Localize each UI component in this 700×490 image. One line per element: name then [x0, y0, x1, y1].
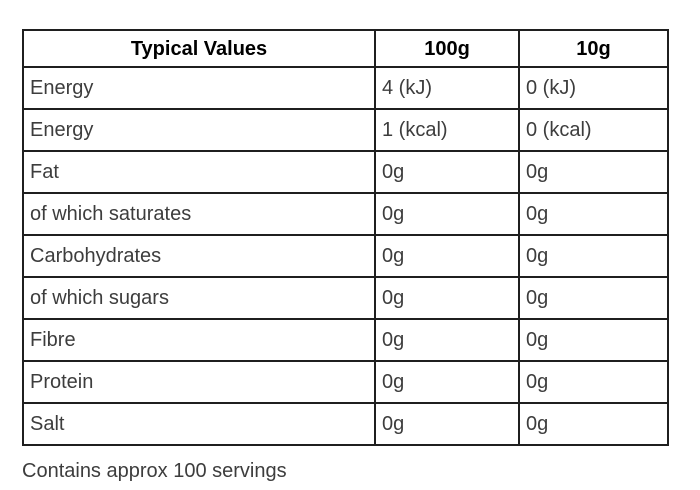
header-10g: 10g: [518, 29, 669, 68]
value-100g: 1 (kcal): [374, 108, 520, 152]
value-10g: 0g: [518, 402, 669, 446]
row-label: Fat: [22, 150, 376, 194]
row-label: of which sugars: [22, 276, 376, 320]
value-10g: 0g: [518, 192, 669, 236]
value-10g: 0g: [518, 234, 669, 278]
value-10g: 0 (kJ): [518, 66, 669, 110]
value-100g: 0g: [374, 402, 520, 446]
table-row: Carbohydrates 0g 0g: [22, 234, 669, 278]
value-10g: 0g: [518, 318, 669, 362]
row-label: Fibre: [22, 318, 376, 362]
row-label: of which saturates: [22, 192, 376, 236]
header-row: Typical Values 100g 10g: [22, 29, 669, 68]
row-label: Carbohydrates: [22, 234, 376, 278]
value-10g: 0g: [518, 276, 669, 320]
row-label: Salt: [22, 402, 376, 446]
table-row: of which saturates 0g 0g: [22, 192, 669, 236]
row-label: Protein: [22, 360, 376, 404]
value-100g: 0g: [374, 360, 520, 404]
table-row: Salt 0g 0g: [22, 402, 669, 446]
value-10g: 0g: [518, 360, 669, 404]
value-100g: 0g: [374, 192, 520, 236]
table-row: Fibre 0g 0g: [22, 318, 669, 362]
value-10g: 0 (kcal): [518, 108, 669, 152]
table-row: Energy 4 (kJ) 0 (kJ): [22, 66, 669, 110]
value-100g: 0g: [374, 276, 520, 320]
table-row: Protein 0g 0g: [22, 360, 669, 404]
value-100g: 0g: [374, 150, 520, 194]
servings-note: Contains approx 100 servings: [22, 460, 287, 482]
header-typical-values: Typical Values: [22, 29, 376, 68]
nutrition-table: Typical Values 100g 10g Energy 4 (kJ) 0 …: [22, 29, 669, 446]
row-label: Energy: [22, 108, 376, 152]
value-100g: 4 (kJ): [374, 66, 520, 110]
table-row: Fat 0g 0g: [22, 150, 669, 194]
value-100g: 0g: [374, 318, 520, 362]
value-100g: 0g: [374, 234, 520, 278]
header-100g: 100g: [374, 29, 520, 68]
row-label: Energy: [22, 66, 376, 110]
table-row: Energy 1 (kcal) 0 (kcal): [22, 108, 669, 152]
table-row: of which sugars 0g 0g: [22, 276, 669, 320]
value-10g: 0g: [518, 150, 669, 194]
